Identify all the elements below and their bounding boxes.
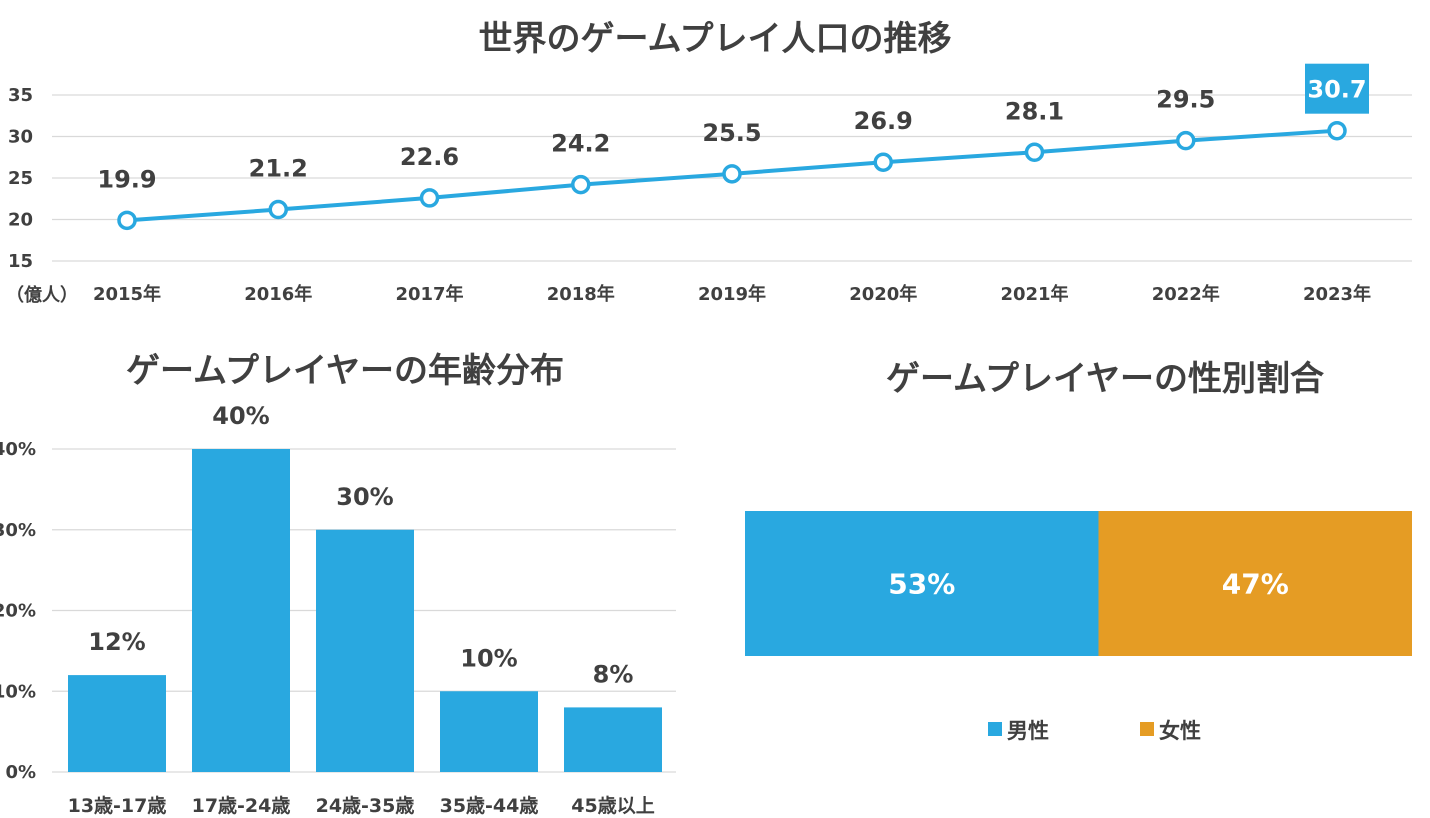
bar-data-label: 12%: [88, 628, 145, 656]
line-chart-x-axis: 2015年 2016年 2017年 2018年 2019年 2020年 2021年 2022年…: [93, 283, 1371, 305]
bar-x-tick-label: 24歳-35歳: [316, 795, 415, 817]
line-point: [1176, 130, 1196, 151]
gender-segment: [1098, 511, 1412, 656]
population-line-chart: 世界のゲームプレイ人口の推移 15 20 25 30 35 （億人） 2015年 2016…: [6, 19, 1412, 306]
line-x-tick-label: 2018年: [547, 283, 615, 305]
line-point: [419, 188, 440, 208]
gender-segment-labels: 53% 47%: [888, 568, 1289, 601]
line-y-tick-label: 30: [8, 127, 33, 148]
bar-x-tick-label: 13歳-17歳: [68, 795, 167, 817]
bar-chart-x-axis: 13歳-17歳 17歳-24歳 24歳-35歳 35歳-44歳 45歳以上: [68, 795, 655, 817]
age-bar: [440, 691, 538, 772]
line-chart-markers: [117, 120, 1347, 231]
line-y-tick-label: 25: [8, 168, 33, 189]
bar-x-tick-label: 45歳以上: [571, 795, 654, 817]
gender-segment: [745, 511, 1099, 656]
line-x-tick-label: 2015年: [93, 283, 161, 305]
bar-x-tick-label: 17歳-24歳: [192, 795, 291, 817]
line-x-tick-label: 2016年: [244, 283, 312, 305]
legend-label: 男性: [1007, 719, 1049, 743]
line-point: [1327, 120, 1347, 141]
gender-segment-label: 53%: [888, 568, 955, 601]
bar-chart-y-axis: 0% 10% 20% 30% 40%: [0, 439, 36, 783]
line-data-label: 24.2: [551, 130, 610, 158]
age-bar: [192, 449, 290, 772]
line-point: [873, 152, 893, 172]
line-chart-title: 世界のゲームプレイ人口の推移: [479, 19, 952, 59]
legend-swatch: [1140, 722, 1154, 736]
line-y-tick-label: 20: [8, 210, 33, 231]
bar-y-tick-label: 30%: [0, 520, 36, 541]
gender-segments: [745, 511, 1412, 656]
line-data-label: 25.5: [702, 119, 761, 147]
age-bar: [316, 529, 414, 772]
legend-label: 女性: [1159, 719, 1201, 743]
line-data-label: 26.9: [854, 107, 913, 135]
bar-data-label: 40%: [212, 402, 269, 430]
age-bar: [68, 675, 166, 772]
age-bar-chart: ゲームプレイヤーの年齢分布 0% 10% 20% 30% 40% 12% 40% 30% 10…: [0, 351, 676, 817]
gender-segment-label: 47%: [1222, 568, 1289, 601]
line-data-label: 21.2: [249, 155, 308, 183]
bar-chart-data-labels: 12% 40% 30% 10% 8%: [88, 402, 633, 688]
line-point: [722, 164, 742, 184]
line-data-label-highlight: 30.7: [1307, 76, 1366, 104]
gender-legend: 男性 女性: [988, 719, 1201, 743]
legend-swatch: [988, 722, 1002, 736]
line-chart-unit-label: （億人）: [6, 284, 78, 306]
bar-x-tick-label: 35歳-44歳: [440, 795, 539, 817]
age-bar: [564, 707, 662, 772]
line-x-tick-label: 2017年: [395, 283, 463, 305]
line-data-label: 22.6: [400, 143, 459, 171]
line-y-tick-label: 35: [8, 85, 33, 106]
line-x-tick-label: 2020年: [849, 283, 917, 305]
line-data-label: 29.5: [1156, 86, 1215, 114]
gender-stacked-bar-chart: ゲームプレイヤーの性別割合 53% 47% 男性 女性: [745, 359, 1412, 743]
bar-y-tick-label: 10%: [0, 681, 36, 702]
line-x-tick-label: 2022年: [1152, 283, 1220, 305]
line-x-tick-label: 2019年: [698, 283, 766, 305]
line-point: [117, 210, 137, 231]
line-point: [268, 199, 288, 220]
line-data-label: 19.9: [97, 165, 156, 193]
line-x-tick-label: 2023年: [1303, 283, 1371, 305]
highlight-label-box: [1305, 63, 1369, 114]
bar-chart-title: ゲームプレイヤーの年齢分布: [126, 351, 564, 391]
line-y-tick-label: 15: [8, 251, 33, 272]
bar-y-tick-label: 40%: [0, 439, 36, 460]
bar-data-label: 30%: [336, 483, 393, 511]
gender-chart-title: ゲームプレイヤーの性別割合: [886, 359, 1324, 399]
line-data-label: 28.1: [1005, 97, 1064, 125]
line-chart-y-axis: 15 20 25 30 35: [8, 85, 33, 272]
bar-y-tick-label: 20%: [0, 601, 36, 622]
bar-data-label: 10%: [460, 644, 517, 672]
line-x-tick-label: 2021年: [1000, 283, 1068, 305]
line-point: [571, 174, 591, 195]
line-point: [1024, 142, 1045, 163]
line-chart-data-labels: 19.9 21.2 22.6 24.2 25.5 26.9 28.1 29.5 30.7: [97, 63, 1369, 193]
bar-y-tick-label: 0%: [5, 762, 36, 783]
bar-chart-bars: [68, 449, 662, 772]
bar-data-label: 8%: [593, 660, 634, 688]
